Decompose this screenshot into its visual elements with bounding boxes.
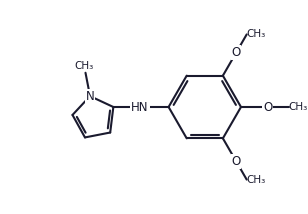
- Text: N: N: [86, 90, 95, 103]
- Text: CH₃: CH₃: [75, 61, 94, 71]
- Text: CH₃: CH₃: [247, 175, 266, 185]
- Text: CH₃: CH₃: [247, 29, 266, 39]
- Text: O: O: [232, 155, 241, 168]
- Text: CH₃: CH₃: [289, 102, 308, 112]
- Text: HN: HN: [131, 101, 149, 113]
- Text: O: O: [263, 101, 272, 113]
- Text: O: O: [232, 46, 241, 59]
